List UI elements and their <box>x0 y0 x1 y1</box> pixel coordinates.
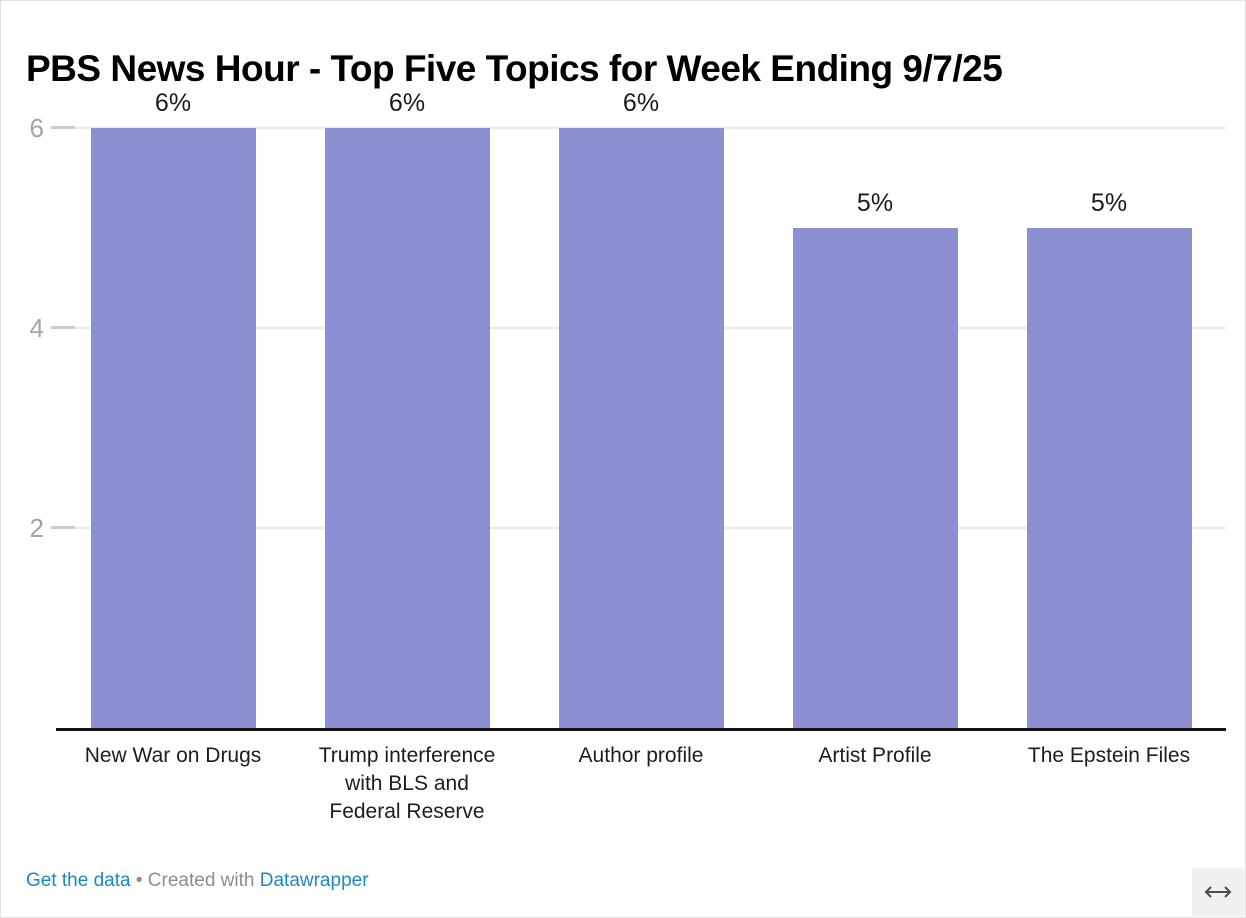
bar-1[interactable] <box>90 128 256 728</box>
bar-3[interactable] <box>558 128 724 728</box>
value-label: 6% <box>622 89 660 117</box>
bar-5[interactable] <box>1026 228 1192 728</box>
resize-button[interactable] <box>1192 868 1244 916</box>
left-right-arrow-icon <box>1203 884 1233 900</box>
chart-footer: Get the data • Created with Datawrapper <box>26 870 369 892</box>
category-label-line: with BLS and <box>345 772 469 795</box>
y-axis-tick-mark <box>51 526 75 529</box>
value-label: 6% <box>388 89 426 117</box>
bar-2[interactable] <box>324 128 490 728</box>
plot-area: 6% 6% 6% 5% 5% <box>51 89 1226 728</box>
category-label: Trump interference with BLS and Federal Re… <box>290 742 524 826</box>
value-label: 5% <box>856 189 894 217</box>
footer-created-with-text: Created with <box>147 870 255 891</box>
x-axis-category-labels: New War on Drugs Trump interference with B… <box>56 742 1226 852</box>
category-label-line: Artist Profile <box>818 744 932 767</box>
category-label-line: Trump interference <box>318 744 496 767</box>
category-label: Author profile <box>524 742 758 770</box>
get-the-data-link[interactable]: Get the data <box>26 870 131 891</box>
y-axis-tick-label: 2 <box>29 513 44 543</box>
y-axis-tick-label: 6 <box>29 113 44 143</box>
category-label-line: The Epstein Files <box>1027 744 1191 767</box>
category-label-line: Federal Reserve <box>329 800 485 823</box>
y-axis-tick-mark <box>51 126 75 129</box>
y-axis-tick-label: 4 <box>29 313 44 343</box>
chart-title: PBS News Hour - Top Five Topics for Week… <box>26 47 1003 89</box>
footer-separator: • <box>135 870 143 891</box>
datawrapper-link[interactable]: Datawrapper <box>259 870 369 891</box>
category-label-line: Author profile <box>578 744 704 767</box>
value-label: 6% <box>154 89 192 117</box>
category-label: New War on Drugs <box>56 742 290 770</box>
category-label-line: New War on Drugs <box>84 744 262 767</box>
value-label: 5% <box>1090 189 1128 217</box>
bar-4[interactable] <box>792 228 958 728</box>
x-axis-baseline <box>56 728 1226 731</box>
y-axis-tick-mark <box>51 326 75 329</box>
category-label: Artist Profile <box>758 742 992 770</box>
category-label: The Epstein Files <box>992 742 1226 770</box>
